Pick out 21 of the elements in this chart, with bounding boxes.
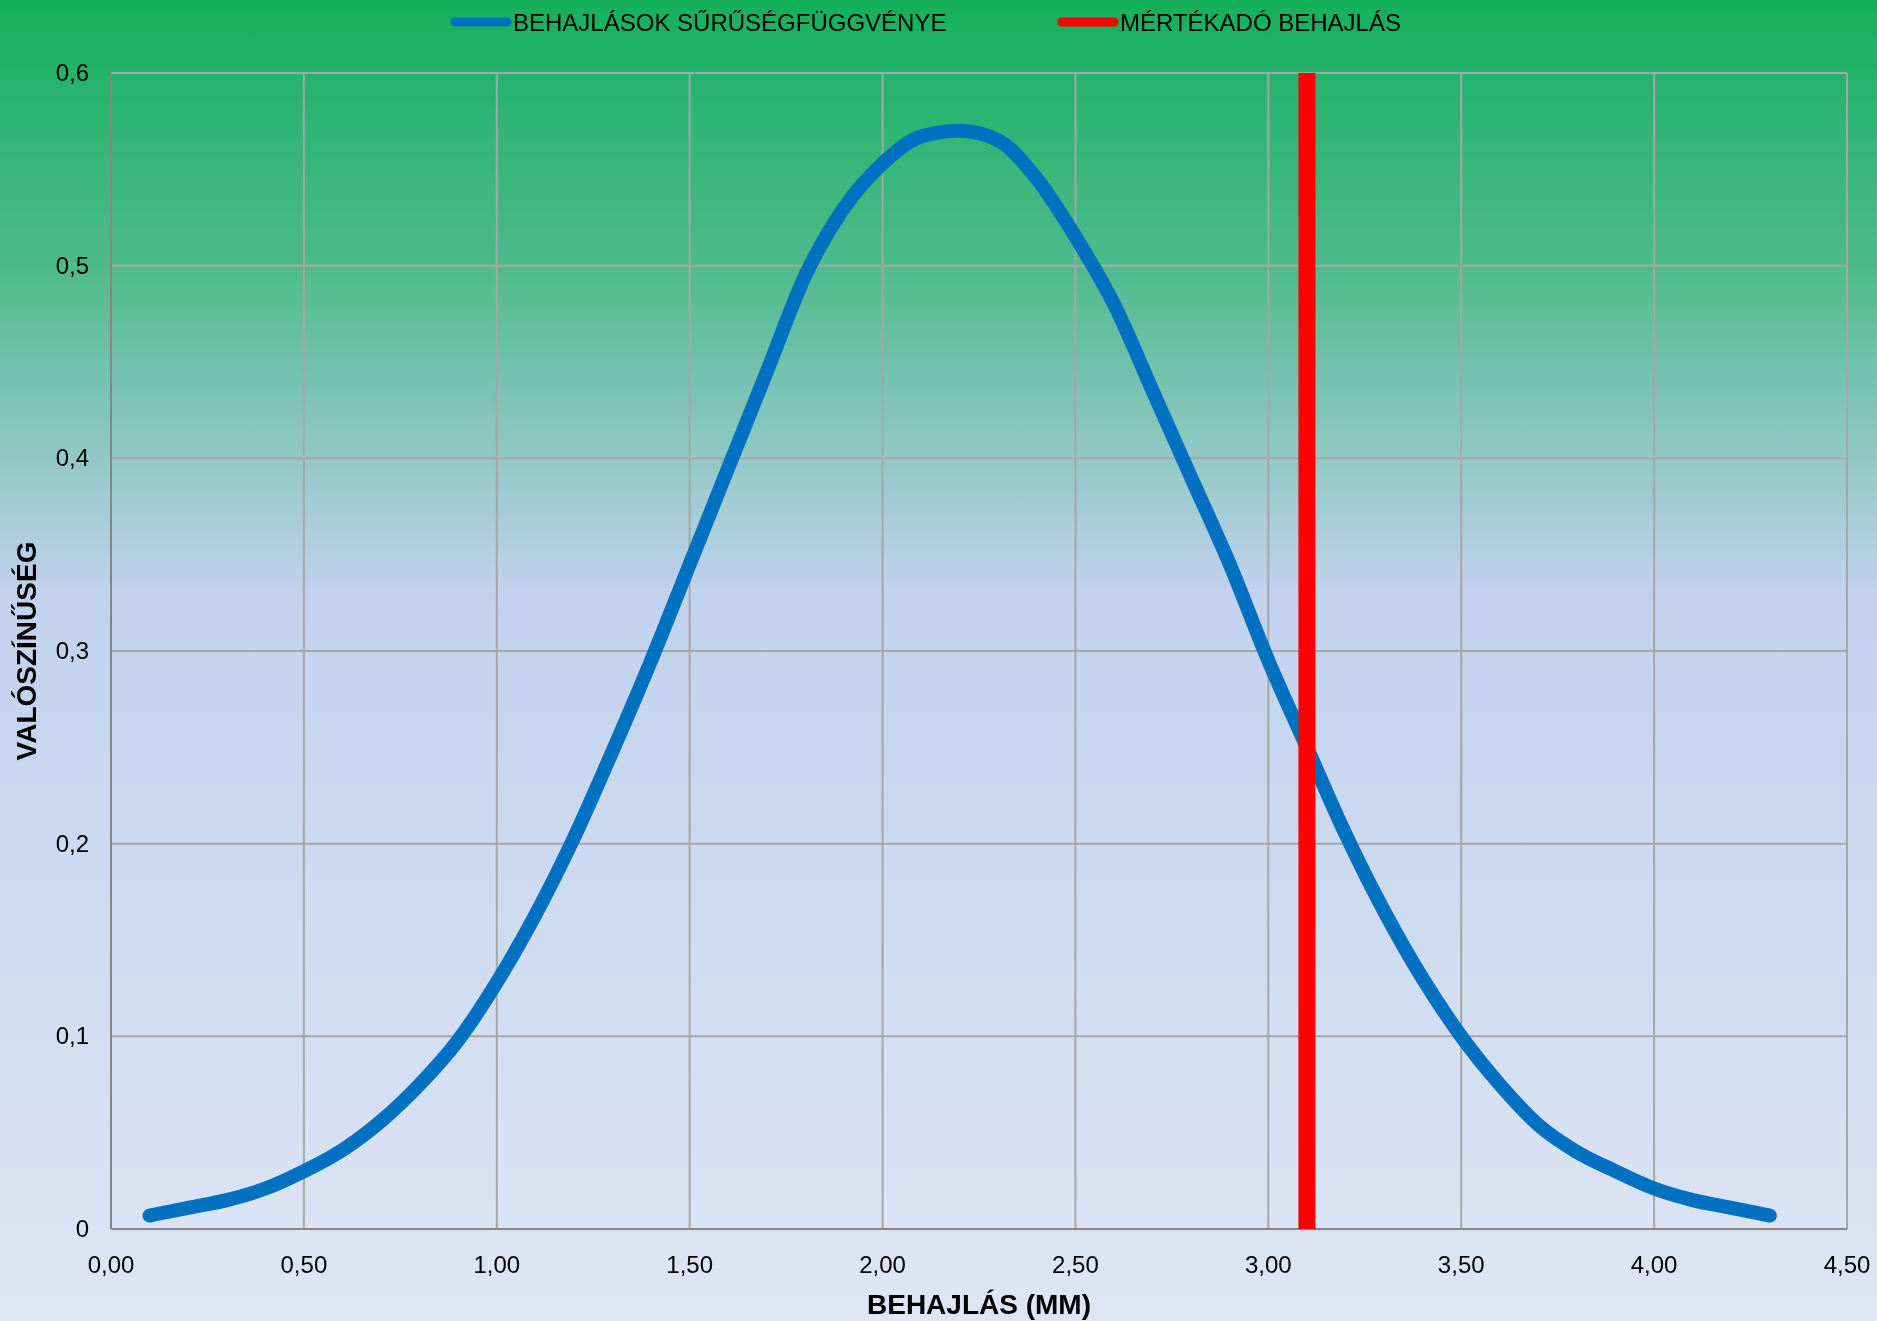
x-tick-label: 4,50 — [1823, 1251, 1871, 1278]
x-tick-label: 1,50 — [666, 1251, 714, 1278]
x-axis-title: BEHAJLÁS (MM) — [867, 1289, 1091, 1320]
x-tick-label: 2,50 — [1052, 1251, 1099, 1278]
y-tick-label: 0 — [75, 1215, 89, 1242]
x-tick-label: 2,00 — [859, 1251, 906, 1278]
x-tick-label: 3,00 — [1244, 1251, 1292, 1278]
x-tick-label: 3,50 — [1437, 1251, 1485, 1278]
y-tick-label: 0,3 — [55, 637, 89, 664]
y-tick-label: 0,4 — [55, 444, 89, 472]
x-tick-label: 1,00 — [473, 1251, 521, 1278]
legend-label: MÉRTÉKADÓ BEHAJLÁS — [1120, 9, 1401, 36]
y-axis-title: VALÓSZÍNŰSÉG — [11, 541, 42, 761]
x-tick-label: 4,00 — [1630, 1251, 1678, 1278]
legend-label: BEHAJLÁSOK SŰRŰSÉGFÜGGVÉNYE — [513, 9, 947, 36]
x-tick-label: 0,50 — [280, 1251, 328, 1278]
y-tick-label: 0,2 — [55, 829, 89, 857]
y-tick-label: 0,6 — [55, 59, 89, 86]
y-tick-label: 0,5 — [55, 251, 89, 279]
y-tick-label: 0,1 — [55, 1022, 89, 1050]
x-tick-label: 0,00 — [87, 1251, 135, 1278]
